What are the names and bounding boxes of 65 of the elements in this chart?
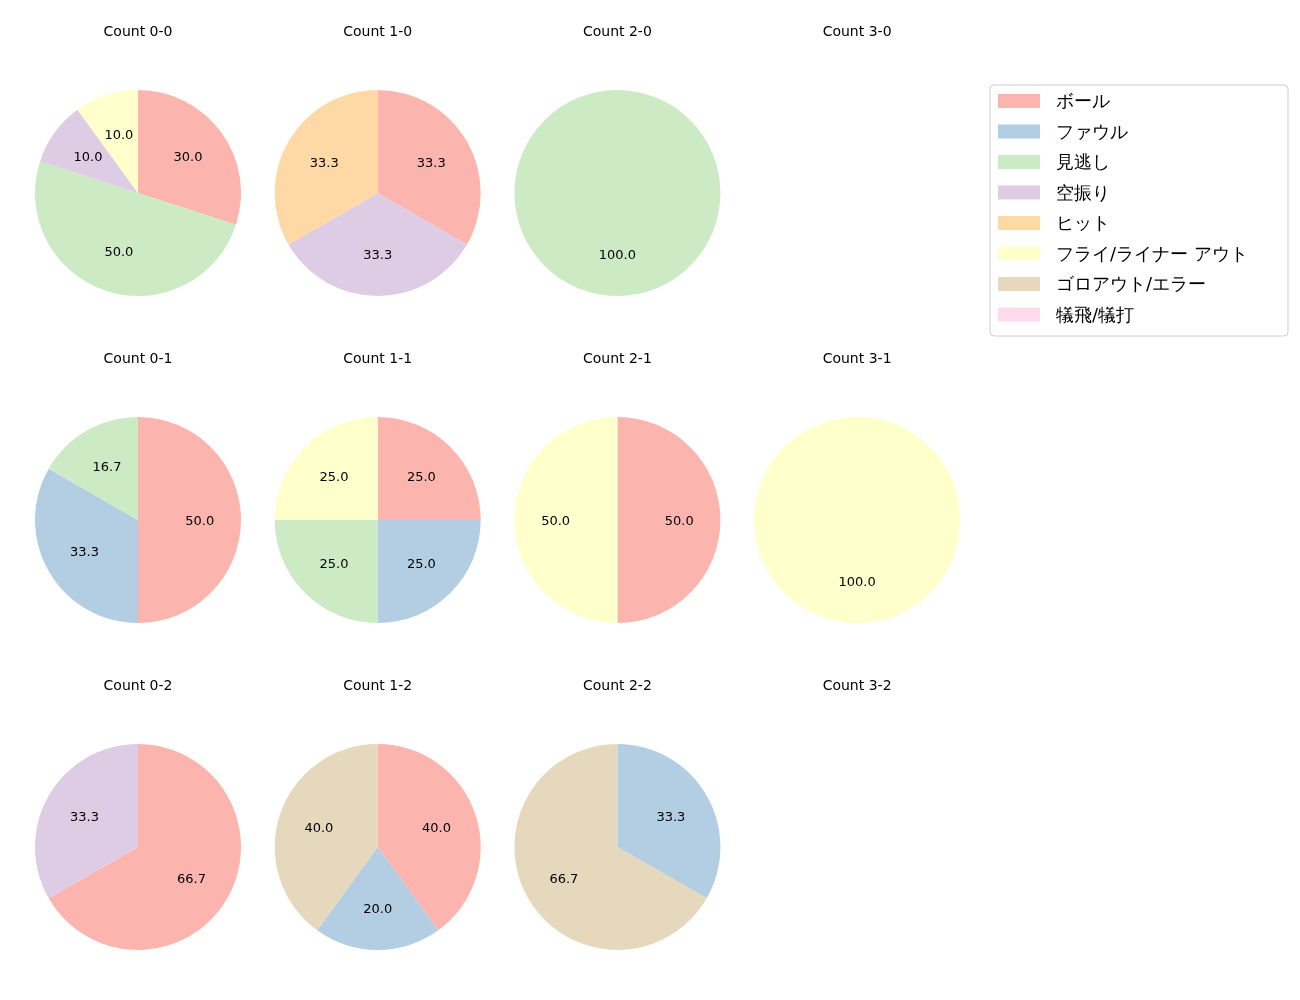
data-label: 100.0 (598, 247, 637, 263)
pie-slice (377, 90, 481, 245)
chart-title: Count 0-2 (103, 677, 173, 693)
pie-slice (274, 90, 378, 245)
pie-slice (617, 744, 721, 899)
legend-label: フライ/ライナー アウト (1056, 242, 1248, 264)
chart-title: Count 2-0 (582, 23, 652, 39)
data-label: 25.0 (319, 468, 349, 484)
legend-label: 犠飛/犠打 (1056, 303, 1135, 325)
data-label: 40.0 (422, 820, 451, 836)
pie-slice (77, 90, 138, 193)
data-label: 20.0 (363, 901, 393, 917)
chart-title: Count 2-1 (582, 350, 652, 366)
data-label: 66.7 (549, 870, 579, 886)
pie-slice (377, 417, 481, 520)
pie-slice (377, 520, 481, 623)
pie-slice (274, 520, 378, 623)
data-label: 66.7 (177, 870, 206, 886)
data-label: 50.0 (104, 244, 134, 260)
data-label: 50.0 (541, 512, 571, 528)
pie-slice (48, 744, 241, 950)
pie-slice (138, 90, 241, 225)
legend-label: ボール (1056, 90, 1110, 112)
pie-slice (48, 417, 138, 520)
pie-slice (138, 417, 241, 623)
data-label: 10.0 (73, 149, 103, 165)
chart-title: Count 3-1 (822, 350, 892, 366)
legend-label: 見逃し (1056, 151, 1110, 173)
legend-label: ヒット (1056, 212, 1110, 234)
data-label: 25.0 (319, 556, 349, 572)
chart-title: Count 0-0 (103, 23, 173, 39)
pie-slice (317, 847, 439, 950)
legend-label: 空振り (1056, 181, 1110, 203)
data-label: 40.0 (304, 820, 334, 836)
pie-slice (617, 417, 721, 623)
legend-label: ファウル (1056, 120, 1128, 142)
data-label: 50.0 (185, 512, 215, 528)
pie-slice (274, 417, 378, 520)
data-label: 33.3 (656, 808, 686, 824)
data-label: 10.0 (104, 126, 134, 142)
pie-slice (35, 744, 138, 899)
data-label: 50.0 (664, 512, 694, 528)
text: Count 3-0 (822, 23, 892, 39)
chart-title: Count 0-1 (103, 350, 173, 366)
chart-title: Count 2-2 (582, 677, 652, 693)
pie-slice (288, 193, 467, 296)
data-label: 16.7 (92, 459, 122, 475)
pie-slice (40, 109, 138, 193)
data-label: 33.3 (70, 808, 99, 824)
pie-slice (35, 161, 236, 296)
chart-title: Count 1-1 (343, 350, 413, 366)
chart-title: Count 1-0 (343, 23, 413, 39)
pie-slice (514, 417, 618, 623)
data-label: 33.3 (363, 247, 393, 263)
legend-label: ゴロアウト/エラー (1056, 273, 1207, 295)
data-label: 33.3 (416, 154, 446, 170)
data-label: 25.0 (406, 556, 436, 572)
text: Count 3-2 (822, 677, 892, 693)
data-label: 100.0 (838, 574, 876, 590)
data-label: 30.0 (173, 149, 203, 165)
data-label: 33.3 (70, 543, 99, 559)
data-label: 25.0 (406, 468, 436, 484)
data-label: 33.3 (309, 154, 339, 170)
pie-slice (514, 744, 707, 950)
chart-title: Count 1-2 (343, 677, 413, 693)
